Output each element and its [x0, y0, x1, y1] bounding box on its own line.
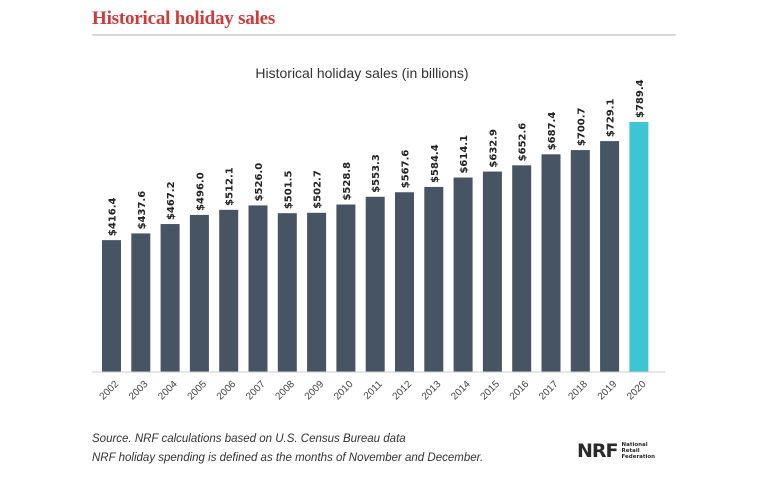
x-tick-2010: 2010	[332, 379, 356, 403]
x-tick-2007: 2007	[244, 379, 268, 403]
x-tick-2002: 2002	[98, 379, 122, 403]
logo-text: National Retail Federation	[622, 442, 656, 460]
data-label-2020: $789.4	[635, 79, 646, 118]
bar-2014	[453, 177, 473, 372]
data-label-2010: $528.8	[342, 162, 353, 201]
data-label-2015: $632.9	[488, 129, 499, 168]
data-label-2004: $467.2	[166, 181, 177, 220]
logo-text-line-3: Federation	[621, 454, 656, 460]
data-label-2008: $501.5	[283, 171, 294, 210]
data-label-2019: $729.1	[606, 98, 617, 137]
data-label-2009: $502.7	[313, 170, 324, 209]
x-tick-2003: 2003	[127, 379, 151, 403]
bar-2007	[248, 205, 268, 372]
source-line-1: Source. NRF calculations based on U.S. C…	[92, 433, 406, 445]
x-tick-2005: 2005	[186, 379, 210, 403]
logo-mark: NRF	[577, 440, 619, 462]
x-tick-2017: 2017	[537, 379, 561, 403]
bar-2019	[600, 141, 620, 372]
data-label-2014: $614.1	[459, 135, 470, 174]
bar-2008	[277, 213, 297, 372]
data-label-2003: $437.6	[137, 191, 148, 230]
chart-title: Historical holiday sales (in billions)	[255, 65, 468, 81]
x-tick-2008: 2008	[273, 379, 297, 403]
logo-text-line-1: National	[621, 442, 648, 448]
bar-2003	[131, 233, 151, 372]
bar-2002	[102, 240, 121, 372]
x-tick-2012: 2012	[391, 379, 415, 403]
data-label-2018: $700.7	[576, 107, 587, 146]
bar-2013	[424, 186, 444, 372]
bar-2010	[336, 204, 356, 372]
header-divider	[92, 34, 676, 36]
source-note: Source. NRF calculations based on U.S. C…	[92, 430, 483, 468]
x-tick-2016: 2016	[508, 379, 532, 403]
data-label-2013: $584.4	[430, 144, 441, 183]
x-tick-2018: 2018	[566, 379, 590, 403]
x-tick-2013: 2013	[420, 379, 444, 403]
x-tick-2020: 2020	[625, 379, 649, 403]
bar-2020	[629, 122, 649, 372]
bar-2005	[189, 214, 209, 372]
x-tick-2009: 2009	[303, 379, 327, 403]
bar-2011	[365, 196, 385, 372]
data-label-2012: $567.6	[401, 150, 412, 189]
page-title: Historical holiday sales	[92, 8, 276, 29]
x-tick-2015: 2015	[479, 379, 503, 403]
bar-2006	[219, 209, 239, 372]
data-label-2005: $496.0	[195, 172, 206, 211]
bar-2015	[482, 171, 502, 372]
data-label-2002: $416.4	[108, 197, 119, 236]
x-tick-2014: 2014	[449, 379, 473, 403]
bar-2004	[160, 224, 180, 372]
bar-chart: Historical holiday sales (in billions) $…	[92, 65, 665, 402]
bar-2009	[307, 212, 327, 372]
source-line-2: NRF holiday spending is defined as the m…	[92, 452, 484, 464]
x-tick-2004: 2004	[156, 379, 180, 403]
bar-2012	[395, 192, 414, 372]
bar-2017	[541, 154, 561, 372]
bar-2016	[512, 165, 532, 372]
data-label-2006: $512.1	[225, 167, 236, 206]
x-tick-2011: 2011	[362, 379, 385, 402]
logo-text-line-2: Retail	[621, 448, 640, 454]
bars-group: $416.4 2002 $437.6 2003 $467.2 2004 $496.0 2005…	[98, 79, 649, 402]
x-tick-2006: 2006	[215, 379, 239, 403]
nrf-logo: NRF National Retail Federation	[577, 440, 655, 462]
data-label-2007: $526.0	[254, 163, 265, 202]
data-label-2017: $687.4	[547, 112, 558, 151]
data-label-2016: $652.6	[518, 123, 529, 162]
bar-2018	[570, 150, 590, 372]
x-tick-2019: 2019	[596, 379, 620, 403]
data-label-2011: $553.3	[371, 154, 382, 193]
